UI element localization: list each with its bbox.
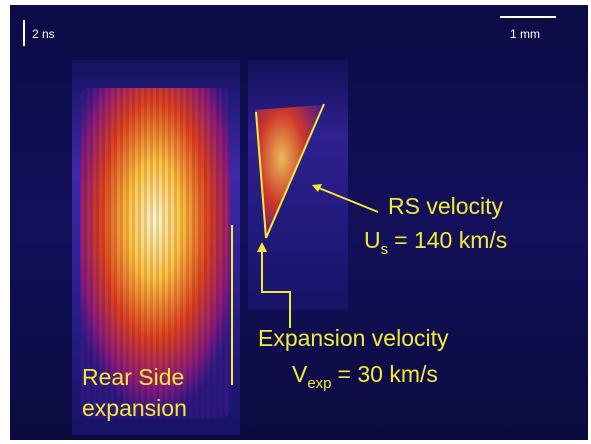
arrow-head (312, 184, 322, 192)
arrow-head (257, 242, 267, 252)
rear-label: expansion (82, 395, 187, 421)
rs-arrow (313, 185, 379, 213)
rs-label: RS velocity (388, 193, 504, 219)
value: = 140 km/s (394, 227, 507, 253)
expansion-edge (255, 111, 267, 239)
symbol: V (292, 361, 308, 387)
subscript: s (381, 241, 389, 258)
rs-value: Us = 140 km/s (364, 227, 507, 258)
shock-region (255, 105, 322, 238)
shock-edge (265, 103, 325, 239)
exp-label: Expansion velocity (258, 325, 449, 351)
time-scale: 2 ns (32, 27, 55, 41)
symbol: U (364, 227, 381, 253)
streaks (80, 88, 230, 418)
rear-label: Rear Side (82, 364, 184, 390)
subscript: exp (307, 375, 331, 392)
value: = 30 km/s (338, 361, 438, 387)
length-scale: 1 mm (510, 27, 540, 41)
exp-arrow (261, 248, 291, 328)
exp-value: Vexp = 30 km/s (292, 361, 438, 392)
